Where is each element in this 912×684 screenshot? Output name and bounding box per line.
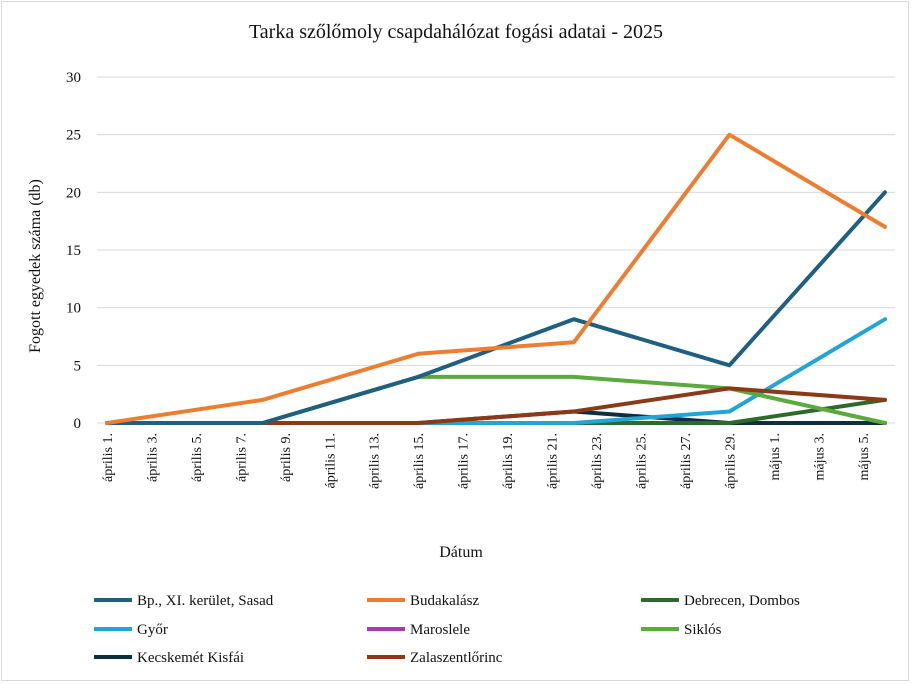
x-tick-labels: április 1. április 3. április 5. április 7.… (101, 433, 872, 489)
legend-label: Siklós (684, 622, 722, 638)
x-tick-label: április 13. (368, 433, 383, 489)
y-axis-title: Fogott egyedek száma (db) (27, 179, 44, 353)
x-tick-label: április 21. (546, 433, 561, 489)
x-tick-label: április 11. (323, 433, 338, 488)
y-tick-label: 10 (66, 301, 81, 317)
x-tick-label: május 3. (812, 433, 827, 480)
x-tick-label: április 23. (590, 433, 605, 489)
gridlines (97, 76, 895, 424)
x-tick-label: április 15. (412, 433, 427, 489)
y-tick-label: 25 (66, 128, 81, 144)
legend-label: Debrecen, Dombos (684, 593, 800, 609)
x-tick-label: április 17. (457, 433, 472, 489)
series-lines (105, 132, 887, 425)
x-tick-label: április 29. (723, 433, 738, 489)
legend-label: Győr (137, 622, 168, 638)
x-tick-label: április 7. (234, 433, 249, 482)
series-line (105, 397, 887, 425)
legend-label: Bp., XI. kerület, Sasad (137, 593, 274, 609)
legend-label: Zalaszentlőrinc (410, 650, 503, 666)
chart-title: Tarka szőlőmoly csapdahálózat fogási ada… (249, 21, 663, 43)
y-tick-labels: 0 5 10 15 20 25 30 (66, 70, 81, 432)
x-tick-label: április 9. (279, 433, 294, 482)
y-tick-label: 15 (66, 243, 81, 259)
x-tick-label: április 27. (679, 433, 694, 489)
x-tick-label: május 1. (768, 433, 783, 480)
y-tick-label: 0 (74, 416, 82, 432)
legend-label: Maroslele (410, 622, 470, 638)
x-axis-title: Dátum (439, 544, 483, 561)
x-tick-label: április 25. (634, 433, 649, 489)
y-tick-label: 30 (66, 70, 81, 86)
y-tick-label: 5 (74, 358, 82, 374)
x-tick-label: április 19. (501, 433, 516, 489)
x-tick-label: május 5. (857, 433, 872, 480)
legend-label: Budakalász (410, 593, 479, 609)
legend: Bp., XI. kerület, Sasad Budakalász Debrece… (94, 593, 800, 666)
x-tick-label: április 5. (190, 433, 205, 482)
y-tick-label: 20 (66, 185, 81, 201)
legend-label: Kecskemét Kisfái (137, 650, 244, 666)
x-tick-label: április 3. (145, 433, 160, 482)
x-tick-label: április 1. (101, 433, 116, 482)
series-line (105, 132, 887, 425)
